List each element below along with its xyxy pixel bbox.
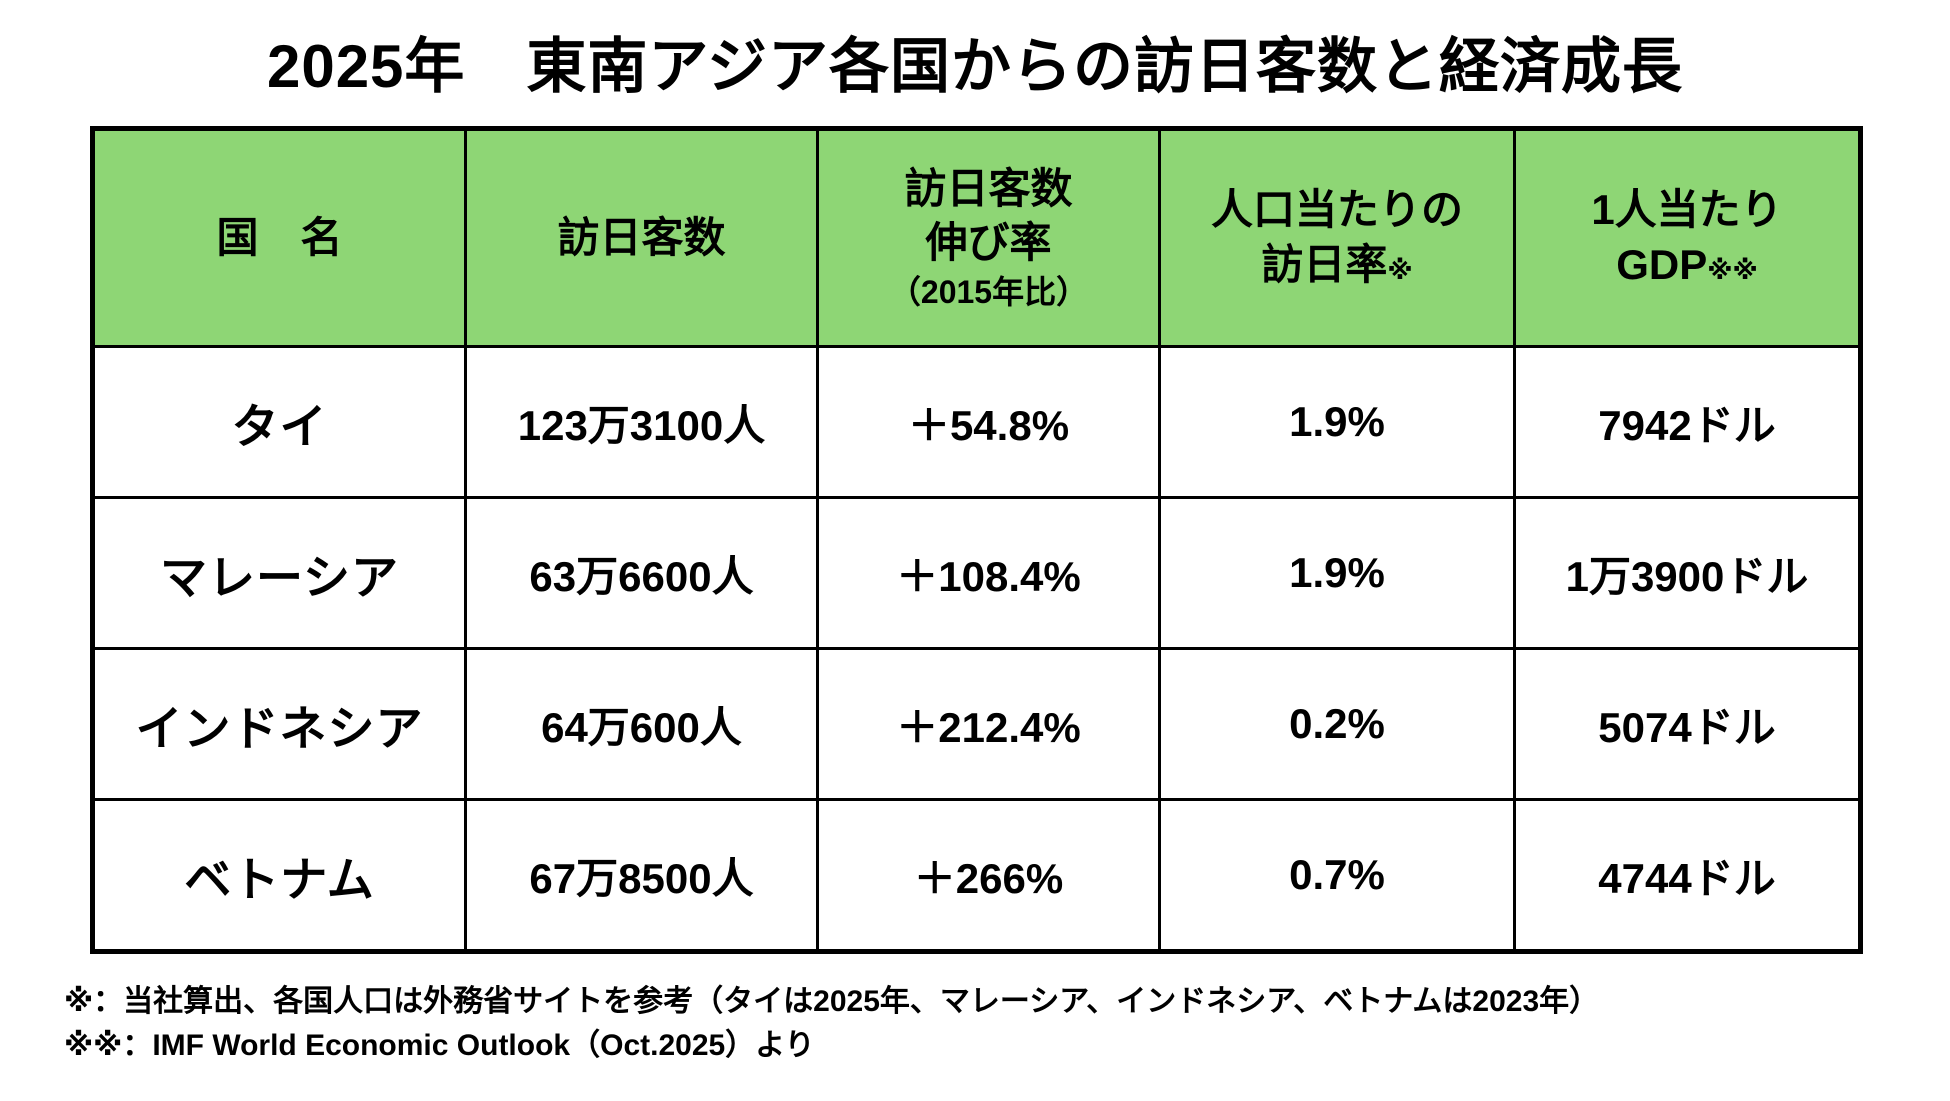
visit-rate-cell: 0.2% bbox=[1158, 647, 1516, 801]
table-row-malaysia: マレーシア 63万6600人 ＋108.4% 1.9% 1万3900ドル bbox=[91, 496, 1862, 650]
visit-rate-cell: 1.9% bbox=[1158, 496, 1516, 650]
header-growth-line2: 伸び率 bbox=[925, 219, 1052, 267]
footnotes: ※：当社算出、各国人口は外務省サイトを参考（タイは2025年、マレーシア、インド… bbox=[64, 980, 1950, 1067]
header-growth: 訪日客数 伸び率 （2015年比） bbox=[816, 127, 1161, 348]
country-cell: インドネシア bbox=[91, 647, 467, 801]
header-country-label: 国 名 bbox=[216, 213, 343, 261]
country-cell: ベトナム bbox=[91, 798, 467, 953]
footnote-mark-double: ※※ bbox=[1707, 255, 1758, 285]
growth-cell: ＋266% bbox=[816, 798, 1161, 953]
header-growth-line1: 訪日客数 bbox=[904, 164, 1073, 212]
header-visitors: 訪日客数 bbox=[464, 127, 819, 348]
growth-cell: ＋54.8% bbox=[816, 345, 1161, 499]
table-row-thailand: タイ 123万3100人 ＋54.8% 1.9% 7942ドル bbox=[91, 345, 1862, 499]
gdp-cell: 5074ドル bbox=[1513, 647, 1862, 801]
visit-rate-cell: 1.9% bbox=[1158, 345, 1516, 499]
gdp-cell: 1万3900ドル bbox=[1513, 496, 1862, 650]
country-cell: タイ bbox=[91, 345, 467, 499]
page-title: 2025年 東南アジア各国からの訪日客数と経済成長 bbox=[266, 33, 1684, 100]
header-country: 国 名 bbox=[91, 127, 467, 348]
gdp-cell: 4744ドル bbox=[1513, 798, 1862, 953]
country-cell: マレーシア bbox=[91, 496, 467, 650]
footnote-mark-single: ※ bbox=[1387, 255, 1413, 285]
table-header-row: 国 名 訪日客数 訪日客数 伸び率 （2015年比） 人口当たりの 訪日率※ bbox=[91, 127, 1862, 348]
header-gdp-line2: GDP bbox=[1616, 241, 1708, 288]
header-gdp: 1人当たり GDP※※ bbox=[1513, 127, 1862, 348]
growth-cell: ＋212.4% bbox=[816, 647, 1161, 801]
header-growth-baseyear: （2015年比） bbox=[888, 274, 1089, 310]
gdp-cell: 7942ドル bbox=[1513, 345, 1862, 499]
header-gdp-line1: 1人当たり bbox=[1591, 186, 1783, 234]
visit-rate-cell: 0.7% bbox=[1158, 798, 1516, 953]
visitors-cell: 63万6600人 bbox=[464, 496, 819, 650]
header-visit-rate-line2: 訪日率 bbox=[1261, 241, 1388, 288]
header-visit-rate-line1: 人口当たりの bbox=[1210, 186, 1463, 234]
header-visitors-label: 訪日客数 bbox=[557, 213, 726, 261]
footnote-gdp-source: ※※：IMF World Economic Outlook（Oct.2025）よ… bbox=[64, 1028, 815, 1062]
footnote-population-source: ※：当社算出、各国人口は外務省サイトを参考（タイは2025年、マレーシア、インド… bbox=[64, 985, 1600, 1018]
header-visit-rate: 人口当たりの 訪日率※ bbox=[1158, 127, 1516, 348]
growth-cell: ＋108.4% bbox=[816, 496, 1161, 650]
visitors-cell: 123万3100人 bbox=[464, 345, 819, 499]
visitors-table: 国 名 訪日客数 訪日客数 伸び率 （2015年比） 人口当たりの 訪日率※ bbox=[90, 126, 1863, 954]
visitors-cell: 67万8500人 bbox=[464, 798, 819, 953]
table-row-vietnam: ベトナム 67万8500人 ＋266% 0.7% 4744ドル bbox=[91, 798, 1862, 953]
table-row-indonesia: インドネシア 64万600人 ＋212.4% 0.2% 5074ドル bbox=[91, 647, 1862, 801]
visitors-cell: 64万600人 bbox=[464, 647, 819, 801]
